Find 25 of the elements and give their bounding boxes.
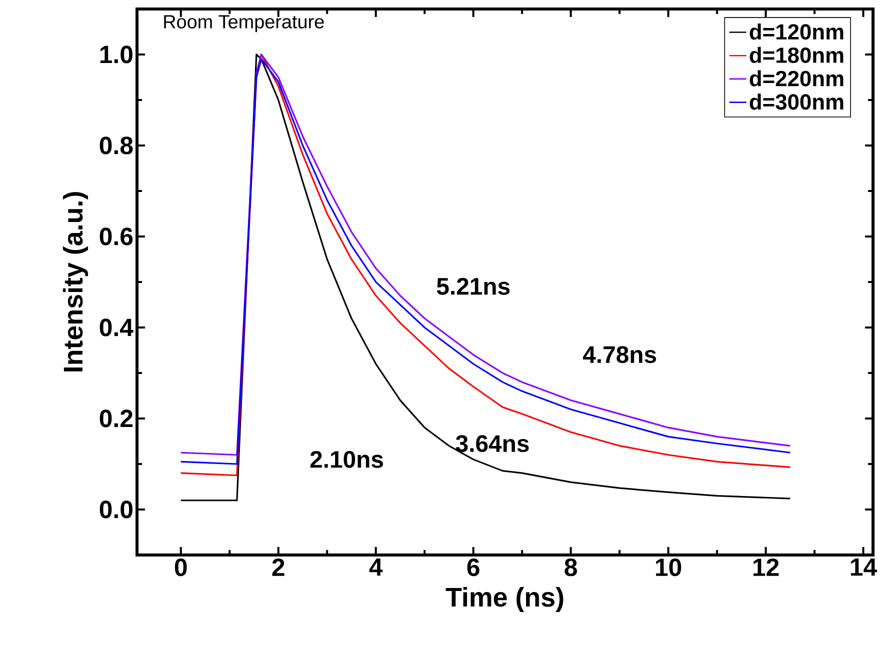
- legend-label: d=180nm: [750, 46, 844, 64]
- y-axis-title: Intensity (a.u.): [62, 192, 88, 372]
- y-tick-label: 0.4: [100, 318, 134, 336]
- annotation: 3.64ns: [456, 435, 529, 452]
- y-tick-label: 0.8: [100, 136, 133, 154]
- y-tick-label: 0.2: [100, 410, 132, 428]
- x-tick-label: 2: [272, 558, 284, 576]
- legend-label: d=300nm: [750, 94, 844, 110]
- legend-label: d=220nm: [750, 70, 844, 86]
- x-tick-label: 8: [564, 558, 577, 576]
- x-tick-label: 4: [369, 558, 383, 576]
- x-tick-label: 0: [174, 558, 187, 576]
- x-tick-label: 10: [656, 558, 682, 576]
- x-tick-label: 12: [753, 558, 779, 576]
- x-tick-label: 6: [467, 558, 480, 576]
- legend-label: d=120nm: [750, 24, 844, 40]
- x-axis-title: Time (ns): [446, 586, 564, 612]
- annotation: 4.78ns: [582, 346, 656, 364]
- y-tick-label: 0.6: [100, 228, 133, 246]
- annotation: 5.21ns: [436, 278, 510, 295]
- y-tick-label: 1.0: [100, 46, 132, 64]
- y-tick-label: 0.0: [100, 500, 132, 518]
- annotation: 2.10ns: [310, 450, 384, 468]
- annotation: Room Temperature: [164, 15, 324, 32]
- x-tick-label: 14: [850, 558, 877, 576]
